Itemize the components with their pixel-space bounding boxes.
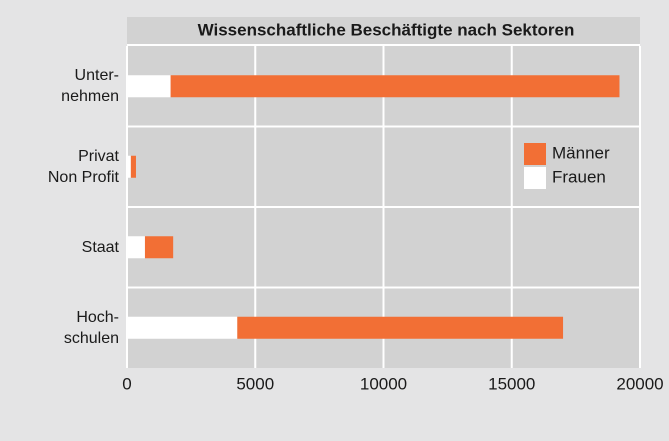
category-label: Hoch- schulen [63, 308, 119, 347]
category-label: Unter- nehmen [61, 67, 119, 106]
bar-segment [170, 75, 620, 98]
bar-segment [127, 316, 238, 339]
category-label: Staat [81, 238, 119, 256]
x-tick-label: 10000 [360, 374, 407, 393]
bar-segment [127, 75, 171, 98]
bar-segment [127, 236, 145, 259]
bar-segment [237, 316, 564, 339]
chart-title: Wissenschaftliche Beschäftigte nach Sekt… [198, 20, 575, 39]
legend-label: Frauen [552, 167, 606, 186]
category-label: Privat Non Profit [47, 147, 119, 186]
legend-label: Männer [552, 143, 610, 162]
x-tick-label: 15000 [488, 374, 535, 393]
legend-swatch [524, 167, 546, 189]
x-tick-label: 0 [122, 374, 131, 393]
bar-segment [144, 236, 174, 259]
bar-segment [130, 155, 136, 178]
x-tick-label: 5000 [236, 374, 274, 393]
bar-segment [127, 155, 131, 178]
legend-swatch [524, 143, 546, 165]
x-tick-label: 20000 [616, 374, 663, 393]
